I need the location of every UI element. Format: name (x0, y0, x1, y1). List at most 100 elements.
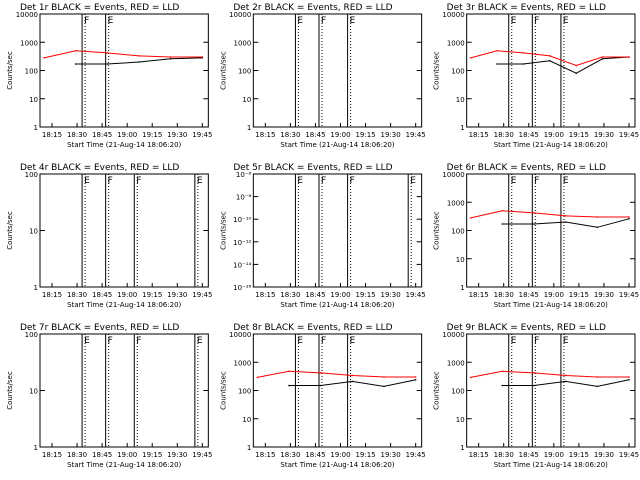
flag-label: E (197, 336, 203, 346)
xtick-label: 18:30 (494, 451, 514, 459)
xtick-label: 19:45 (619, 291, 639, 299)
ytick-label: 1000 (234, 359, 252, 367)
plot-frame (466, 13, 636, 128)
xtick-label: 19:00 (330, 451, 350, 459)
xtick-label: 19:30 (594, 131, 614, 139)
data-point (564, 374, 567, 377)
xtick-label: 19:00 (330, 291, 350, 299)
data-point (533, 212, 535, 214)
ylabel: Counts/sec (219, 211, 227, 250)
ylabel: Counts/sec (433, 371, 441, 410)
flag-label: E (84, 176, 90, 186)
data-point (169, 57, 172, 60)
ytick-label: 100 (238, 68, 251, 76)
ytick-label: 100 (25, 171, 38, 179)
ytick-label: 100 (451, 228, 464, 236)
xtick-label: 18:30 (494, 131, 514, 139)
ytick-label: 1000 (447, 199, 465, 207)
xtick-label: 19:30 (167, 451, 187, 459)
data-point (256, 376, 259, 379)
ytick-label: 1 (460, 444, 464, 452)
data-point (414, 376, 417, 378)
xtick-label: 19:45 (192, 451, 212, 459)
ytick-label: 1 (460, 284, 464, 292)
flag-label: E (297, 16, 303, 26)
panel-det-4: Det 4r BLACK = Events, RED = LLD 1 10 100 Co… (6, 163, 212, 309)
data-point (496, 63, 498, 65)
data-point (469, 217, 472, 219)
flag-label: F (84, 16, 89, 26)
ylabel: Counts/sec (219, 371, 227, 410)
xtick-label: 18:30 (280, 291, 300, 299)
xtick-label: 19:15 (355, 451, 375, 459)
ytick-label: 100 (451, 388, 464, 396)
xtick-label: 19:00 (117, 291, 137, 299)
series-events (497, 56, 630, 74)
ytick-label: 10⁻¹⁰ (233, 216, 251, 224)
xtick-label: 19:45 (619, 451, 639, 459)
ytick-label: 1 (460, 124, 464, 132)
panel-title: Det 6r BLACK = Events, RED = LLD (447, 163, 606, 173)
panel-title: Det 2r BLACK = Events, RED = LLD (233, 3, 392, 13)
ytick-label: 10 (242, 416, 251, 424)
data-point (106, 52, 109, 54)
ytick-label: 10 (29, 96, 38, 104)
series-lld (470, 370, 629, 378)
data-point (564, 380, 567, 383)
data-point (533, 372, 535, 374)
ytick-label: 100 (238, 388, 251, 396)
ytick-label: 10000 (229, 11, 251, 19)
xtick-label: 19:15 (569, 131, 589, 139)
data-point (288, 370, 290, 373)
flag-label: F (534, 176, 539, 186)
ytick-label: 1 (247, 444, 251, 452)
flag-label: F (534, 336, 539, 346)
data-point (414, 378, 417, 381)
plot-frame (39, 333, 209, 448)
data-point (533, 384, 535, 387)
data-point (628, 56, 630, 58)
flag-label: E (84, 336, 90, 346)
flag-label: F (534, 16, 539, 26)
panel-det-3: Det 3r BLACK = Events, RED = LLD 1 10 100 10… (433, 3, 639, 149)
flag-label: E (350, 16, 356, 26)
xtick-label: 18:15 (469, 451, 489, 459)
ytick-label: 10 (456, 416, 465, 424)
ylabel: Counts/sec (6, 371, 14, 410)
ylabel: Counts/sec (433, 51, 441, 90)
data-point (564, 215, 567, 217)
xtick-label: 18:15 (42, 291, 62, 299)
ytick-label: 1 (34, 284, 38, 292)
plot-frame (252, 173, 423, 288)
data-point (596, 376, 599, 378)
data-point (501, 384, 504, 387)
xtick-label: 19:30 (381, 291, 401, 299)
flag-label: E (410, 176, 416, 186)
xtick-label: 18:15 (255, 451, 275, 459)
series-lld (43, 50, 203, 59)
xtick-label: 19:30 (167, 131, 187, 139)
data-point (351, 380, 354, 383)
panel-title: Det 1r BLACK = Events, RED = LLD (20, 3, 179, 13)
flag-label: F (350, 176, 355, 186)
xtick-label: 19:45 (192, 131, 212, 139)
plot-frame (39, 13, 209, 128)
xtick-label: 18:15 (469, 291, 489, 299)
data-point (106, 63, 109, 65)
xtick-label: 19:00 (117, 131, 137, 139)
ytick-label: 10 (29, 228, 38, 236)
xlabel: Start Time (21-Aug-14 18:06:20) (67, 461, 181, 469)
panel-title: Det 9r BLACK = Events, RED = LLD (447, 323, 606, 333)
plot-frame (466, 173, 636, 288)
data-point (628, 217, 630, 220)
flag-label: E (511, 176, 517, 186)
xtick-label: 18:45 (519, 131, 539, 139)
data-point (496, 49, 498, 52)
ytick-label: 1000 (234, 39, 252, 47)
xtick-label: 18:15 (469, 131, 489, 139)
data-point (596, 226, 599, 229)
panel-det-5: Det 5r BLACK = Events, RED = LLD 10⁻¹⁶ 10⁻… (219, 163, 425, 309)
data-point (74, 49, 77, 52)
flag-label: E (511, 336, 517, 346)
